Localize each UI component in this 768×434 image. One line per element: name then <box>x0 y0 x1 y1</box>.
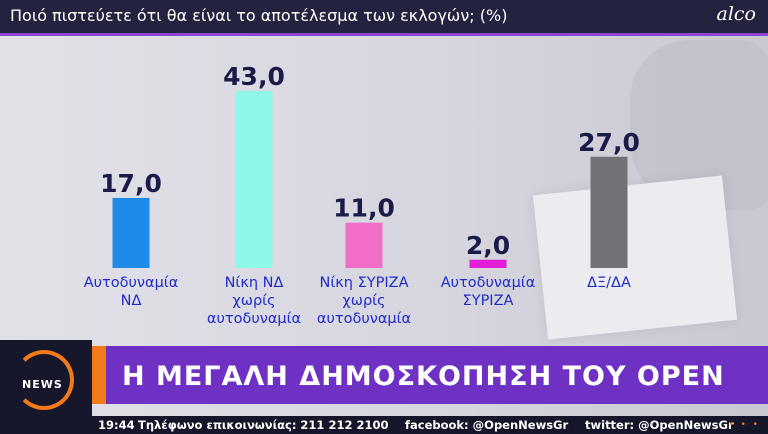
chart-title: Ποιό πιστεύετε ότι θα είναι το αποτέλεσμ… <box>10 6 508 25</box>
headline-bar <box>92 346 768 404</box>
category-label-line: χωρίς <box>342 293 386 309</box>
bar-value-label-4: 2,0 <box>466 231 510 260</box>
bar-value-label-1: 17,0 <box>100 169 162 198</box>
category-label-5: ΔΞ/ΔΑ <box>544 274 674 292</box>
bar-4 <box>469 259 507 268</box>
bar-3 <box>345 222 383 268</box>
category-label-line: χωρίς <box>232 293 276 309</box>
bar-2 <box>235 90 273 268</box>
news-label: NEWS <box>22 378 63 391</box>
category-label-line: Αυτοδυναμία <box>83 275 179 291</box>
ticker-facebook: facebook: @OpenNewsGr <box>405 418 569 432</box>
headline-accent <box>92 346 106 404</box>
category-label-line: αυτοδυναμία <box>206 311 302 327</box>
bar-5 <box>590 156 628 268</box>
ticker-phone: Τηλέφωνο επικοινωνίας: 211 212 2100 <box>138 418 389 432</box>
category-label-line: ΔΞ/ΔΑ <box>587 275 631 291</box>
bar-1 <box>112 197 150 268</box>
alco-logo: alco <box>716 3 756 25</box>
news-banner: NEWS Η ΜΕΓΑΛΗ ΔΗΜΟΣΚΟΠΗΣΗ ΤΟΥ OPEN 19:44… <box>0 340 768 434</box>
ticker-time: 19:44 <box>98 418 135 432</box>
headline-text: Η ΜΕΓΑΛΗ ΔΗΜΟΣΚΟΠΗΣΗ ΤΟΥ OPEN <box>122 361 725 392</box>
bar-value-label-3: 11,0 <box>333 194 395 223</box>
category-label-1: Αυτοδυναμία ΝΔ <box>66 274 196 310</box>
news-logo: NEWS <box>0 340 92 416</box>
bar-chart: 17,0 43,0 11,0 2,0 27,0 <box>100 62 640 268</box>
category-label-line: ΝΔ <box>120 293 142 309</box>
category-label-4: Αυτοδυναμία ΣΥΡΙΖΑ <box>423 274 553 310</box>
ticker-bar: 19:44 Τηλέφωνο επικοινωνίας: 211 212 210… <box>0 416 768 434</box>
category-label-2: Νίκη ΝΔ χωρίς αυτοδυναμία <box>189 274 319 328</box>
news-ring-icon <box>14 350 74 410</box>
ticker-twitter: twitter: @OpenNewsGr <box>585 418 734 432</box>
bar-value-label-5: 27,0 <box>578 128 640 157</box>
category-label-3: Νίκη ΣΥΡΙΖΑ χωρίς αυτοδυναμία <box>299 274 429 328</box>
header-bar: Ποιό πιστεύετε ότι θα είναι το αποτέλεσμ… <box>0 0 768 36</box>
category-label-line: αυτοδυναμία <box>316 311 412 327</box>
category-label-line: Νίκη ΝΔ <box>224 275 284 291</box>
ticker-dots-icon: • • • <box>728 420 760 430</box>
bar-value-label-2: 43,0 <box>223 62 285 91</box>
category-label-line: ΣΥΡΙΖΑ <box>462 293 514 309</box>
category-label-line: Νίκη ΣΥΡΙΖΑ <box>319 275 409 291</box>
category-label-line: Αυτοδυναμία <box>440 275 536 291</box>
